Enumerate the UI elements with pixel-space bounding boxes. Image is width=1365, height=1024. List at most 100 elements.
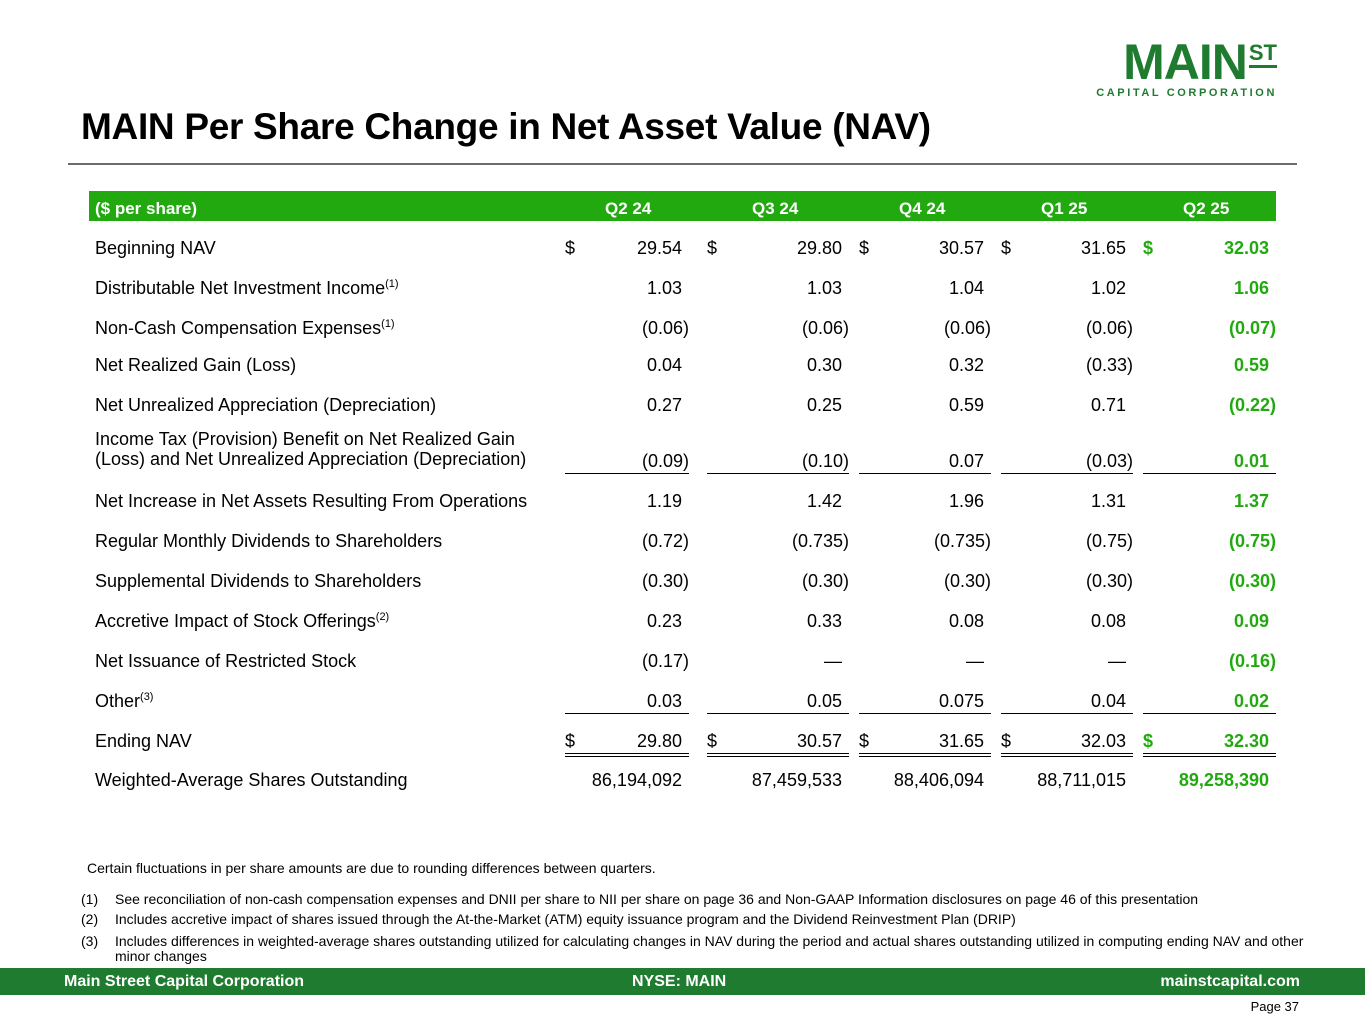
value-cell: 0.01 [1143, 429, 1276, 474]
header-q1-25: Q1 25 [1041, 199, 1088, 218]
value-cell: 1.03 [565, 276, 689, 300]
cell-value: (0.22) [1228, 395, 1276, 415]
footnote-text: See reconciliation of non-cash compensat… [115, 891, 1199, 907]
value-cell: 0.27 [565, 393, 689, 417]
cell-value: (0.06) [1085, 318, 1133, 338]
cell-value: 0.71 [1090, 395, 1126, 415]
table-row: Ending NAV $29.80 $30.57 $31.65 $32.03 $32.30 [89, 729, 1276, 757]
header-q3-24: Q3 24 [752, 199, 799, 218]
cell-value: (0.07) [1228, 318, 1276, 338]
value-cell: 0.33 [707, 609, 849, 633]
nav-table: ($ per share) Q2 24 Q3 24 Q4 24 Q1 25 Q2… [89, 191, 1276, 790]
footer-ticker: NYSE: MAIN [632, 973, 727, 990]
header-q4-24: Q4 24 [899, 199, 946, 218]
row-label-text: Regular Monthly Dividends to Shareholder… [95, 531, 443, 551]
value-cell: 1.37 [1143, 489, 1276, 513]
cell-value: (0.09) [641, 451, 689, 471]
value-cell: 0.25 [707, 393, 849, 417]
value-cell: 0.03 [565, 689, 689, 714]
value-cell: (0.30) [1001, 569, 1133, 593]
cell-value: 0.30 [806, 355, 842, 375]
dollar-sign: $ [707, 238, 718, 258]
value-cell: 0.59 [859, 393, 991, 417]
row-label: Other(3) [95, 691, 153, 712]
footnote-marker: (2) [375, 611, 390, 623]
value-cell: (0.735) [707, 529, 849, 553]
row-label-line: Income Tax (Provision) Benefit on Net Re… [95, 429, 515, 449]
value-cell: (0.30) [1143, 569, 1276, 593]
logo-main-text: MAIN [1123, 34, 1248, 90]
value-cell: 0.08 [859, 609, 991, 633]
footer-company: Main Street Capital Corporation [64, 973, 305, 990]
footer-website[interactable]: mainstcapital.com [1160, 973, 1300, 990]
cell-value: 30.57 [938, 238, 984, 258]
value-cell: $29.80 [565, 729, 689, 757]
cell-value: 32.03 [1223, 238, 1269, 258]
cell-value: 0.03 [646, 691, 682, 711]
cell-value: (0.17) [641, 651, 689, 671]
value-cell: 88,406,094 [859, 768, 991, 792]
row-label-text: Net Unrealized Appreciation (Depreciatio… [95, 395, 437, 415]
cell-value: 1.37 [1233, 491, 1269, 511]
value-cell: (0.16) [1143, 649, 1276, 673]
footnote-marker: (1) [381, 318, 395, 330]
cell-value: 0.32 [948, 355, 984, 375]
cell-value: 0.59 [948, 395, 984, 415]
dollar-sign: $ [859, 238, 870, 258]
cell-value: 0.08 [948, 611, 984, 631]
cell-value: 0.08 [1090, 611, 1126, 631]
cell-value: (0.30) [1085, 571, 1133, 591]
cell-value: 1.03 [806, 278, 842, 298]
title-divider [68, 163, 1297, 165]
cell-value: 1.42 [806, 491, 842, 511]
value-cell: $29.80 [707, 236, 849, 260]
row-label-text: Accretive Impact of Stock Offerings [95, 611, 376, 631]
value-cell: (0.06) [859, 316, 991, 340]
cell-value: — [966, 651, 984, 671]
table-row: Other(3) 0.03 0.05 0.075 0.04 0.02 [89, 689, 1276, 714]
value-cell: (0.72) [565, 529, 689, 553]
cell-value: 86,194,092 [591, 770, 682, 790]
header-label: ($ per share) [95, 199, 198, 218]
dollar-sign: $ [859, 731, 870, 751]
value-cell: 1.06 [1143, 276, 1276, 300]
row-label-text: Net Issuance of Restricted Stock [95, 651, 357, 671]
cell-value: 0.25 [806, 395, 842, 415]
cell-value: 0.04 [646, 355, 682, 375]
row-label-text: Net Realized Gain (Loss) [95, 355, 297, 375]
cell-value: (0.75) [1085, 531, 1133, 551]
value-cell: 86,194,092 [565, 768, 689, 792]
row-label-text: Ending NAV [95, 731, 192, 751]
cell-value: 0.23 [646, 611, 682, 631]
footer-bar: Main Street Capital Corporation NYSE: MA… [0, 968, 1365, 995]
dollar-sign: $ [1001, 731, 1012, 751]
value-cell: 1.42 [707, 489, 849, 513]
row-label: Regular Monthly Dividends to Shareholder… [95, 531, 442, 552]
cell-value: (0.30) [641, 571, 689, 591]
cell-value: 1.03 [646, 278, 682, 298]
footnote-marker: (3) [140, 691, 154, 703]
row-label-text: Net Increase in Net Assets Resulting Fro… [95, 491, 528, 511]
footnote-text: Includes accretive impact of shares issu… [115, 911, 1016, 927]
value-cell: 0.04 [1001, 689, 1133, 714]
cell-value: 32.03 [1080, 731, 1126, 751]
row-label: Weighted-Average Shares Outstanding [95, 770, 408, 791]
cell-value: (0.06) [943, 318, 991, 338]
table-row: Net Increase in Net Assets Resulting Fro… [89, 489, 1276, 513]
cell-value: 1.04 [948, 278, 984, 298]
cell-value: (0.72) [641, 531, 689, 551]
row-label: Beginning NAV [95, 238, 216, 259]
value-cell: 0.04 [565, 353, 689, 377]
value-cell: 0.075 [859, 689, 991, 714]
logo-st-text: ST [1248, 42, 1277, 68]
value-cell: — [707, 649, 849, 673]
page-number: Page 37 [1250, 999, 1299, 1014]
value-cell: (0.10) [707, 429, 849, 474]
table-row: Net Issuance of Restricted Stock (0.17) — —… [89, 649, 1276, 673]
table-header: ($ per share) Q2 24 Q3 24 Q4 24 Q1 25 Q2… [89, 191, 1276, 221]
row-label-text: Beginning NAV [95, 238, 216, 258]
cell-value: 1.19 [646, 491, 682, 511]
value-cell: $32.30 [1143, 729, 1276, 757]
cell-value: 1.06 [1233, 278, 1269, 298]
value-cell: $32.03 [1001, 729, 1133, 757]
